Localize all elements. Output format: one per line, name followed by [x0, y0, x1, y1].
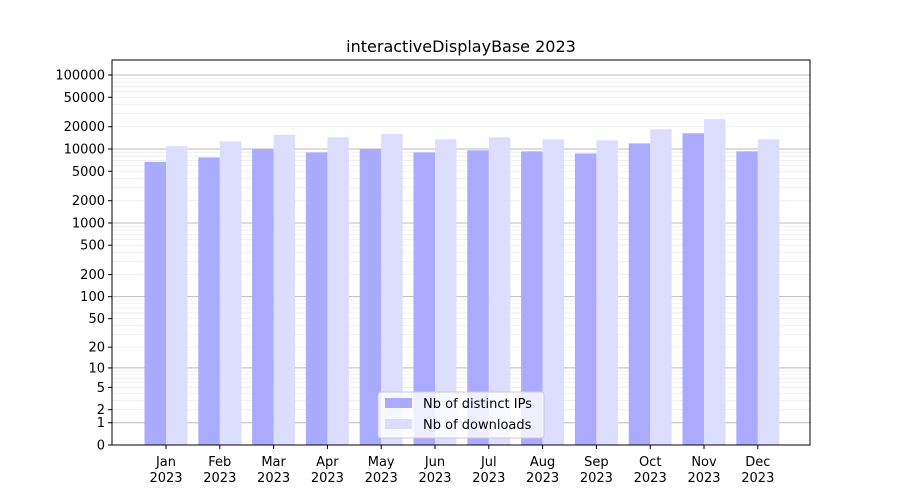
bar-downloads [219, 141, 242, 446]
bar-downloads [542, 139, 565, 446]
y-tick-label: 20 [88, 341, 105, 356]
y-tick-label: 20000 [64, 120, 105, 135]
y-tick-label: 500 [80, 239, 105, 254]
y-tick-label: 10 [88, 361, 105, 376]
legend-label: Nb of distinct IPs [423, 397, 532, 412]
bar-ips [467, 150, 489, 445]
bar-ips [521, 151, 543, 446]
legend-box [377, 391, 545, 439]
y-tick-label: 5000 [72, 165, 105, 180]
y-tick-label: 1 [97, 416, 105, 431]
bar-ips [252, 149, 274, 445]
x-tick-label: 2023 [257, 471, 290, 486]
bar-ips [359, 148, 382, 446]
x-tick-label: Jan [155, 455, 176, 470]
chart-title: interactiveDisplayBase 2023 [346, 37, 576, 56]
bar-ips [305, 152, 328, 445]
bar-downloads [650, 129, 672, 446]
x-tick-label: 2023 [687, 471, 720, 486]
x-tick-label: Jun [424, 455, 445, 470]
bar-downloads [596, 140, 618, 446]
bar-ips [736, 151, 758, 446]
y-tick-label: 100 [80, 290, 105, 305]
legend-label: Nb of downloads [423, 418, 532, 433]
bar-ips [574, 153, 597, 446]
x-tick-label: 2023 [149, 471, 182, 486]
bar-downloads [435, 139, 457, 446]
x-tick-label: Oct [639, 455, 661, 470]
x-tick-label: Feb [208, 455, 231, 470]
x-tick-label: Dec [745, 455, 770, 470]
x-tick-label: Sep [584, 455, 609, 470]
y-tick-label: 2000 [72, 194, 105, 209]
x-tick-label: 2023 [311, 471, 344, 486]
bar-downloads [381, 134, 403, 445]
x-tick-label: 2023 [580, 471, 613, 486]
bar-downloads [273, 134, 296, 445]
y-tick-label: 1000 [72, 216, 105, 231]
x-tick-label: Apr [316, 455, 339, 470]
y-tick-label: 2 [97, 403, 105, 418]
bar-ips [413, 152, 435, 445]
x-tick-label: Jul [480, 455, 497, 470]
x-tick-label: Aug [530, 455, 555, 470]
x-tick-label: 2023 [472, 471, 505, 486]
bar-ips [628, 143, 651, 445]
legend-swatch [385, 419, 412, 429]
bar-ips [198, 157, 220, 445]
x-tick-label: 2023 [741, 471, 774, 486]
x-tick-label: 2023 [634, 471, 667, 486]
y-tick-label: 200 [80, 268, 105, 283]
bar-downloads [488, 137, 511, 446]
bar-downloads [327, 137, 349, 446]
x-tick-label: 2023 [418, 471, 451, 486]
bar-downloads [757, 139, 780, 446]
bar-ips [144, 161, 166, 445]
y-tick-label: 0 [97, 439, 105, 454]
bar-ips [682, 133, 704, 445]
x-tick-label: 2023 [365, 471, 398, 486]
plot-frame [111, 59, 811, 446]
x-tick-label: Mar [261, 455, 286, 470]
y-tick-label: 50 [88, 312, 105, 327]
x-tick-label: Nov [691, 455, 717, 470]
x-tick-label: 2023 [203, 471, 236, 486]
y-tick-label: 10000 [64, 142, 105, 157]
x-tick-label: May [368, 455, 395, 470]
y-tick-label: 100000 [55, 68, 105, 83]
y-tick-label: 5 [97, 381, 105, 396]
legend-swatch [385, 398, 412, 408]
y-tick-label: 50000 [64, 91, 105, 106]
bar-downloads [704, 119, 726, 445]
x-tick-label: 2023 [526, 471, 559, 486]
bar-downloads [166, 146, 188, 446]
